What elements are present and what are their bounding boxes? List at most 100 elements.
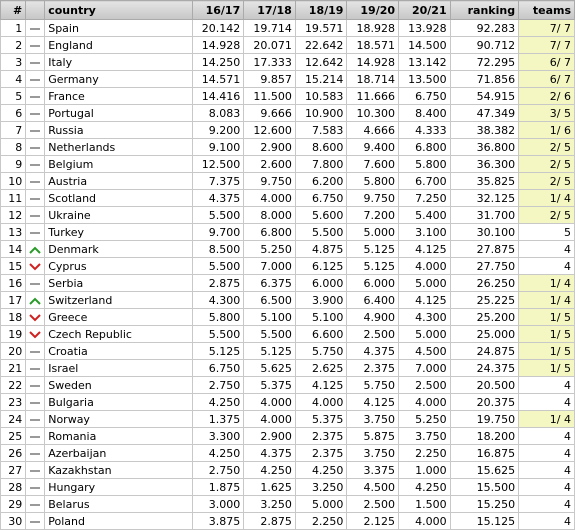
country-name[interactable]: Norway — [44, 410, 193, 428]
col-header-num[interactable]: # — [0, 0, 27, 20]
country-name[interactable]: Ukraine — [44, 206, 193, 224]
country-name[interactable]: Portugal — [44, 104, 193, 122]
country-name[interactable]: Azerbaijan — [44, 444, 193, 462]
table-row[interactable]: 24 Norway 1.375 4.000 5.375 3.750 5.250 19.750 1… — [0, 410, 575, 428]
table-row[interactable]: 30 Poland 3.875 2.875 2.250 2.125 4.000 15.125 4 — [0, 512, 575, 530]
country-name[interactable]: Bulgaria — [44, 393, 193, 411]
country-name[interactable]: Croatia — [44, 342, 193, 360]
trend-cell — [25, 478, 46, 496]
country-name[interactable]: Denmark — [44, 240, 193, 258]
table-row[interactable]: 17 Switzerland 4.300 6.500 3.900 6.400 4.125 25… — [0, 291, 575, 309]
table-row[interactable]: 5 France 14.416 11.500 10.583 11.666 6.750 54.9… — [0, 87, 575, 105]
table-row[interactable]: 16 Serbia 2.875 6.375 6.000 6.000 5.000 26.250 1… — [0, 274, 575, 292]
col-header-1718[interactable]: 17/18 — [243, 0, 296, 20]
country-name[interactable]: Cyprus — [44, 257, 193, 275]
col-header-2021[interactable]: 20/21 — [398, 0, 451, 20]
country-name[interactable]: Scotland — [44, 189, 193, 207]
country-name[interactable]: Russia — [44, 121, 193, 139]
ranking-total: 54.915 — [449, 87, 520, 105]
table-row[interactable]: 12 Ukraine 5.500 8.000 5.600 7.200 5.400 31.700… — [0, 206, 575, 224]
season-coefficient: 1.500 — [398, 495, 451, 513]
rank-number: 6 — [0, 104, 27, 122]
table-row[interactable]: 21 Israel 6.750 5.625 2.625 2.375 7.000 24.375 1… — [0, 359, 575, 377]
season-coefficient: 11.500 — [243, 87, 296, 105]
country-name[interactable]: Israel — [44, 359, 193, 377]
season-coefficient: 8.083 — [191, 104, 245, 122]
table-row[interactable]: 6 Portugal 8.083 9.666 10.900 10.300 8.400 47.3… — [0, 104, 575, 122]
table-row[interactable]: 19 Czech Republic 5.500 5.500 6.600 2.500 5.00… — [0, 325, 575, 343]
country-name[interactable]: Serbia — [44, 274, 193, 292]
country-name[interactable]: Spain — [44, 19, 193, 37]
rank-number: 15 — [0, 257, 27, 275]
table-row[interactable]: 3 Italy 14.250 17.333 12.642 14.928 13.142 72.2… — [0, 53, 575, 71]
ranking-total: 25.200 — [449, 308, 520, 326]
table-row[interactable]: 28 Hungary 1.875 1.625 3.250 4.500 4.250 15.500… — [0, 478, 575, 496]
col-header-ranking[interactable]: ranking — [449, 0, 520, 20]
ranking-total: 90.712 — [449, 36, 520, 54]
ranking-total: 15.500 — [449, 478, 520, 496]
table-row[interactable]: 18 Greece 5.800 5.100 5.100 4.900 4.300 25.200 1… — [0, 308, 575, 326]
table-row[interactable]: 1 Spain 20.142 19.714 19.571 18.928 13.928 92.2… — [0, 19, 575, 37]
season-coefficient: 2.250 — [294, 512, 348, 530]
table-row[interactable]: 9 Belgium 12.500 2.600 7.800 7.600 5.800 36.300… — [0, 155, 575, 173]
table-row[interactable]: 22 Sweden 2.750 5.375 4.125 5.750 2.500 20.500 4 — [0, 376, 575, 394]
col-header-teams[interactable]: teams — [518, 0, 575, 20]
table-row[interactable]: 4 Germany 14.571 9.857 15.214 18.714 13.500 71.… — [0, 70, 575, 88]
col-header-1819[interactable]: 18/19 — [294, 0, 348, 20]
country-name[interactable]: Belarus — [44, 495, 193, 513]
country-name[interactable]: Germany — [44, 70, 193, 88]
country-name[interactable]: Switzerland — [44, 291, 193, 309]
country-name[interactable]: Belgium — [44, 155, 193, 173]
trend-neutral-icon — [30, 486, 41, 489]
season-coefficient: 4.666 — [346, 121, 400, 139]
table-row[interactable]: 8 Netherlands 9.100 2.900 8.600 9.400 6.800 36.… — [0, 138, 575, 156]
table-row[interactable]: 25 Romania 3.300 2.900 2.375 5.875 3.750 18.200… — [0, 427, 575, 445]
trend-cell — [25, 155, 46, 173]
country-name[interactable]: Sweden — [44, 376, 193, 394]
table-row[interactable]: 10 Austria 7.375 9.750 6.200 5.800 6.700 35.825… — [0, 172, 575, 190]
col-header-1920[interactable]: 19/20 — [346, 0, 400, 20]
table-row[interactable]: 7 Russia 9.200 12.600 7.583 4.666 4.333 38.382 1… — [0, 121, 575, 139]
table-row[interactable]: 14 Denmark 8.500 5.250 4.875 5.125 4.125 27.875… — [0, 240, 575, 258]
teams-count: 4 — [518, 427, 575, 445]
country-name[interactable]: Turkey — [44, 223, 193, 241]
table-row[interactable]: 15 Cyprus 5.500 7.000 6.125 5.125 4.000 27.750 4 — [0, 257, 575, 275]
season-coefficient: 3.750 — [346, 410, 400, 428]
country-name[interactable]: Italy — [44, 53, 193, 71]
country-name[interactable]: Kazakhstan — [44, 461, 193, 479]
season-coefficient: 3.375 — [346, 461, 400, 479]
season-coefficient: 5.800 — [346, 172, 400, 190]
season-coefficient: 5.400 — [398, 206, 451, 224]
col-header-country[interactable]: country — [44, 0, 193, 20]
country-name[interactable]: Czech Republic — [44, 325, 193, 343]
table-row[interactable]: 2 England 14.928 20.071 22.642 18.571 14.500 90… — [0, 36, 575, 54]
country-name[interactable]: Austria — [44, 172, 193, 190]
table-row[interactable]: 20 Croatia 5.125 5.125 5.750 4.375 4.500 24.875… — [0, 342, 575, 360]
table-row[interactable]: 11 Scotland 4.375 4.000 6.750 9.750 7.250 32.12… — [0, 189, 575, 207]
season-coefficient: 9.400 — [346, 138, 400, 156]
season-coefficient: 10.900 — [294, 104, 348, 122]
table-row[interactable]: 29 Belarus 3.000 3.250 5.000 2.500 1.500 15.250… — [0, 495, 575, 513]
table-row[interactable]: 27 Kazakhstan 2.750 4.250 4.250 3.375 1.000 15.… — [0, 461, 575, 479]
trend-cell — [25, 36, 46, 54]
country-name[interactable]: England — [44, 36, 193, 54]
rank-number: 19 — [0, 325, 27, 343]
teams-count: 2/ 5 — [518, 206, 575, 224]
table-row[interactable]: 23 Bulgaria 4.250 4.000 4.000 4.125 4.000 20.37… — [0, 393, 575, 411]
country-name[interactable]: Romania — [44, 427, 193, 445]
header-row: # country 16/17 17/18 18/19 19/20 20/21 … — [0, 0, 575, 20]
rank-number: 8 — [0, 138, 27, 156]
country-name[interactable]: Poland — [44, 512, 193, 530]
country-name[interactable]: Greece — [44, 308, 193, 326]
trend-neutral-icon — [30, 367, 41, 370]
country-name[interactable]: Hungary — [44, 478, 193, 496]
season-coefficient: 8.000 — [243, 206, 296, 224]
rank-number: 30 — [0, 512, 27, 530]
season-coefficient: 4.000 — [398, 512, 451, 530]
table-row[interactable]: 26 Azerbaijan 4.250 4.375 2.375 3.750 2.250 16.… — [0, 444, 575, 462]
country-name[interactable]: Netherlands — [44, 138, 193, 156]
trend-neutral-icon — [30, 163, 41, 166]
table-row[interactable]: 13 Turkey 9.700 6.800 5.500 5.000 3.100 30.100 5 — [0, 223, 575, 241]
col-header-1617[interactable]: 16/17 — [191, 0, 245, 20]
country-name[interactable]: France — [44, 87, 193, 105]
